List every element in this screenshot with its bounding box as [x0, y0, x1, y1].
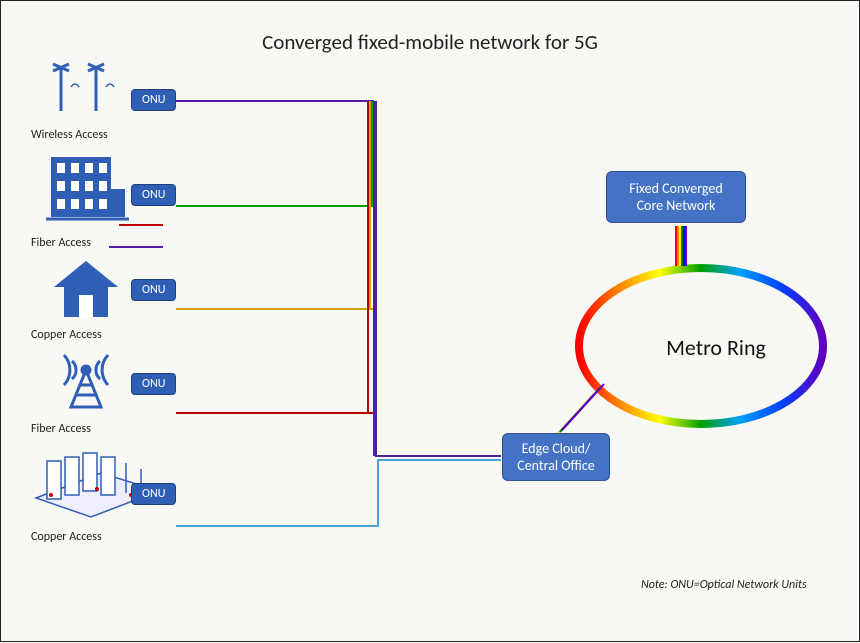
legend-note: Note: ONU=Optical Network Units — [641, 578, 807, 592]
onu-badge: ONU — [131, 279, 176, 301]
home-icon — [31, 257, 141, 326]
dslam-icon — [31, 443, 141, 528]
building-icon — [31, 149, 141, 234]
access-label: Fiber Access — [31, 236, 211, 250]
access-label: Fiber Access — [31, 422, 211, 436]
access-item-home: Copper AccessONU — [31, 257, 211, 337]
edge-cloud-box: Edge Cloud/Central Office — [502, 433, 610, 481]
access-column: Wireless Access ONU Fiber Access ONU Coppe… — [31, 61, 211, 551]
access-item-tower: Fiber Access ONU — [31, 345, 211, 435]
tower-icon — [31, 345, 141, 420]
metro-ring-label: Metro Ring — [616, 334, 816, 361]
access-label: Copper Access — [31, 328, 211, 342]
wireless-icon — [31, 61, 141, 126]
onu-badge: ONU — [131, 89, 176, 111]
access-label: Wireless Access — [31, 128, 211, 142]
onu-badge: ONU — [131, 483, 176, 505]
access-item-dslam: Copper Access ONU — [31, 443, 211, 543]
access-label: Copper Access — [31, 530, 211, 544]
diagram-canvas: Converged fixed-mobile network for 5G Wi… — [0, 0, 860, 642]
onu-badge: ONU — [131, 184, 176, 206]
access-item-wireless: Wireless Access ONU — [31, 61, 211, 141]
core-network-box: Fixed ConvergedCore Network — [606, 171, 746, 223]
access-item-building: Fiber Access ONU — [31, 149, 211, 249]
onu-badge: ONU — [131, 373, 176, 395]
